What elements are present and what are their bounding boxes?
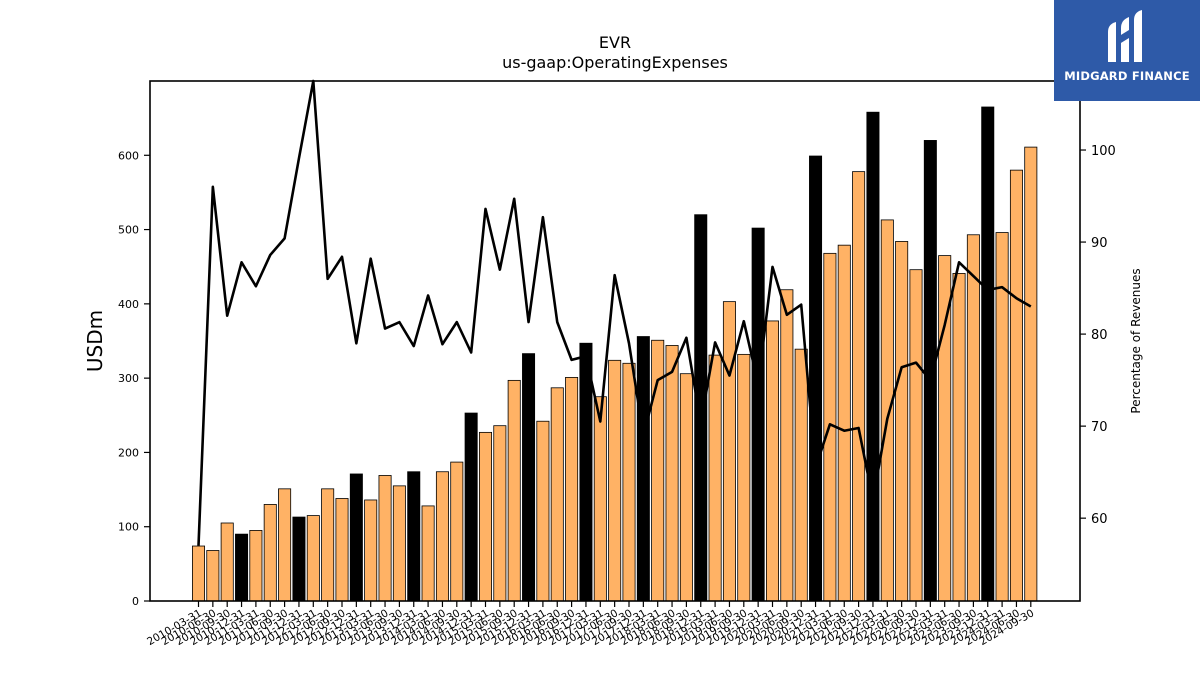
bar-2020-12-31: [809, 155, 823, 602]
bar-2013-03-31: [364, 499, 378, 602]
y-axis-left: 0 100 200 300 400 500 600: [118, 149, 150, 608]
midgard-m-icon: [1108, 10, 1142, 62]
bar-2011-12-31: [292, 516, 306, 602]
bar-2019-12-31: [751, 227, 765, 602]
y2-tick-label: 70: [1091, 420, 1108, 435]
midgard-finance-logo: MIDGARD FINANCE: [1054, 0, 1200, 101]
y-axis-label: USDm: [83, 310, 107, 372]
bar-2015-03-31: [478, 431, 492, 602]
y2-axis-label: Percentage of Revenues: [1129, 268, 1143, 413]
bar-2011-03-31: [249, 530, 263, 602]
bar-2016-12-31: [579, 342, 593, 602]
y-tick-label: 100: [118, 521, 139, 534]
bar-2012-09-30: [335, 498, 349, 602]
chart-title: EVR: [599, 33, 631, 52]
ratio-line: [197, 79, 1032, 546]
y-axis-right: 60 70 80 90 100: [1080, 144, 1116, 527]
y2-tick-label: 100: [1091, 144, 1116, 159]
bar-2021-12-31: [866, 111, 880, 602]
y-tick-label: 500: [118, 224, 139, 237]
bar-2013-06-30: [378, 475, 392, 602]
bar-2015-09-30: [507, 379, 521, 602]
bar-2010-09-30: [220, 522, 234, 602]
bar-2017-12-31: [636, 336, 650, 602]
bar-2022-06-30: [895, 241, 909, 602]
bar-2011-09-30: [278, 488, 292, 602]
bar-2010-03-31: [191, 545, 205, 602]
bar-2024-06-30: [1009, 169, 1023, 602]
bar-2022-09-30: [909, 269, 923, 602]
bar-2014-06-30: [435, 471, 449, 602]
bar-2016-06-30: [550, 387, 564, 602]
bars-layer: [191, 106, 1038, 602]
bar-2018-09-30: [679, 373, 693, 602]
bar-2020-06-30: [780, 289, 794, 602]
bar-2020-09-30: [794, 348, 808, 602]
bar-2013-12-31: [407, 471, 421, 602]
bar-2024-09-30: [1024, 146, 1038, 602]
bar-2021-06-30: [837, 244, 851, 602]
bar-2023-06-30: [952, 272, 966, 602]
bar-2023-09-30: [966, 234, 980, 602]
bar-2014-03-31: [421, 505, 435, 602]
bar-2012-12-31: [349, 473, 363, 602]
bar-2023-12-31: [981, 106, 995, 602]
logo-text: MIDGARD FINANCE: [1064, 69, 1190, 83]
y-tick-label: 0: [132, 595, 139, 608]
y2-tick-label: 90: [1091, 236, 1108, 251]
bar-2019-09-30: [737, 353, 751, 602]
bar-2022-03-31: [880, 219, 894, 602]
y2-tick-label: 60: [1091, 512, 1108, 527]
y-tick-label: 200: [118, 446, 139, 459]
bar-2017-09-30: [622, 362, 636, 602]
bar-2016-03-31: [536, 420, 550, 602]
bar-2012-03-31: [306, 515, 320, 602]
bar-2021-09-30: [852, 171, 866, 602]
bar-2017-06-30: [608, 359, 622, 602]
bar-2018-12-31: [694, 214, 708, 602]
bar-2019-03-31: [708, 354, 722, 602]
bar-2016-09-30: [565, 376, 579, 602]
bar-2013-09-30: [392, 485, 406, 602]
bar-2014-12-31: [464, 412, 478, 602]
y-tick-label: 600: [118, 149, 139, 162]
bar-2010-06-30: [206, 550, 220, 602]
bar-2015-12-31: [522, 353, 536, 602]
bar-2019-06-30: [722, 301, 736, 602]
y2-tick-label: 80: [1091, 328, 1108, 343]
bar-2011-06-30: [263, 504, 277, 602]
bar-2015-06-30: [493, 425, 507, 602]
bar-2014-09-30: [450, 461, 464, 602]
bar-2020-03-31: [766, 320, 780, 602]
bar-2018-06-30: [665, 345, 679, 602]
bar-2022-12-31: [923, 140, 937, 602]
bar-2012-06-30: [321, 488, 335, 602]
y-tick-label: 400: [118, 298, 139, 311]
x-axis: 2010-03-312010-06-302010-09-302010-12-31…: [145, 601, 1036, 648]
bar-2010-12-31: [235, 533, 249, 602]
bar-2017-03-31: [593, 396, 607, 602]
chart-subtitle: us-gaap:OperatingExpenses: [502, 53, 728, 72]
y-tick-label: 300: [118, 372, 139, 385]
